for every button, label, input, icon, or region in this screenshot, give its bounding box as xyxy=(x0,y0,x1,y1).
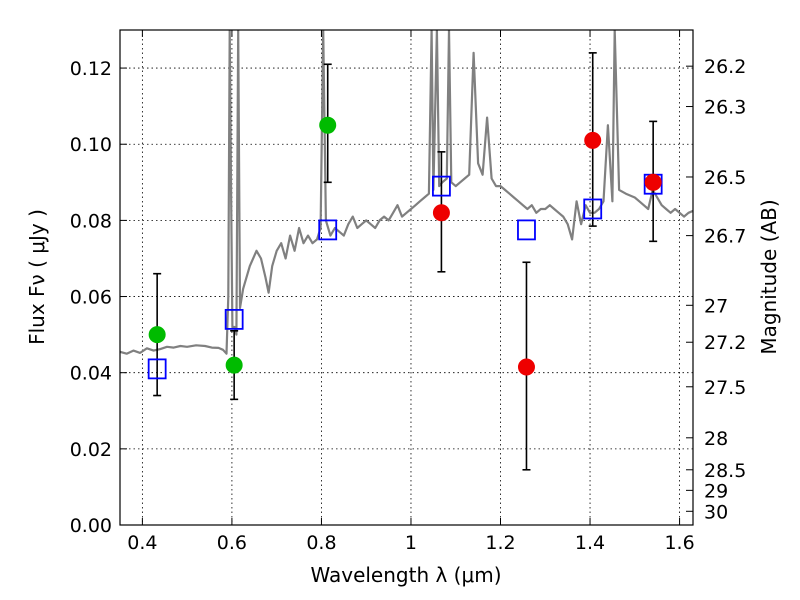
x-tick-label: 0.6 xyxy=(217,532,247,554)
x-tick-label: 0.4 xyxy=(127,532,157,554)
x-tick-label: 1.4 xyxy=(575,532,605,554)
y-axis-title: Flux Fν ( μJy ) xyxy=(25,209,49,345)
x-axis: 0.4 0.6 0.8 1 1.2 1.4 1.6 xyxy=(127,30,695,554)
magnitude-tick-label: 26.2 xyxy=(704,56,746,78)
model-square-marker xyxy=(318,219,338,241)
magnitude-tick-label: 29 xyxy=(704,480,728,502)
x-tick-label: 0.8 xyxy=(306,532,336,554)
model-square-marker xyxy=(224,308,244,330)
data-point xyxy=(517,358,535,376)
model-square-marker xyxy=(432,175,451,197)
data-point xyxy=(148,326,166,344)
marker-layer xyxy=(147,116,663,380)
magnitude-tick-label: 28 xyxy=(704,428,728,450)
model-square-marker xyxy=(583,198,603,220)
model-square-marker xyxy=(147,358,167,380)
data-point xyxy=(225,356,243,374)
y-tick-label: 0.10 xyxy=(70,134,112,156)
data-point xyxy=(319,116,337,134)
y-axis: 0.00 0.02 0.04 0.06 0.08 0.10 0.12 xyxy=(70,58,127,537)
magnitude-tick-label: 27.2 xyxy=(704,332,746,354)
y-tick-label: 0.12 xyxy=(70,58,112,80)
magnitude-tick-label: 26.5 xyxy=(704,167,746,189)
x-tick-label: 1.2 xyxy=(485,532,515,554)
magnitude-tick-label: 27 xyxy=(704,295,728,317)
y-tick-label: 0.08 xyxy=(70,210,112,232)
magnitude-tick-label: 27.5 xyxy=(704,377,746,399)
magnitude-tick-label: 30 xyxy=(704,501,728,523)
magnitude-tick-label: 26.7 xyxy=(704,226,746,248)
plot-area xyxy=(120,30,693,525)
data-point xyxy=(432,204,450,222)
y-tick-label: 0.00 xyxy=(70,515,112,537)
model-square-marker xyxy=(517,219,536,241)
magnitude-axis-title: Magnitude (AB) xyxy=(757,199,781,354)
magnitude-tick-label: 28.5 xyxy=(704,460,746,482)
y-tick-label: 0.04 xyxy=(70,363,112,385)
data-point xyxy=(644,173,662,191)
y-tick-label: 0.02 xyxy=(70,439,112,461)
magnitude-tick-label: 26.3 xyxy=(704,97,746,119)
x-tick-label: 1 xyxy=(405,532,417,554)
data-point xyxy=(584,131,602,149)
x-tick-label: 1.6 xyxy=(664,532,694,554)
y-tick-label: 0.06 xyxy=(70,287,112,309)
plot-frame xyxy=(119,29,694,526)
x-axis-title: Wavelength λ (μm) xyxy=(310,563,501,587)
